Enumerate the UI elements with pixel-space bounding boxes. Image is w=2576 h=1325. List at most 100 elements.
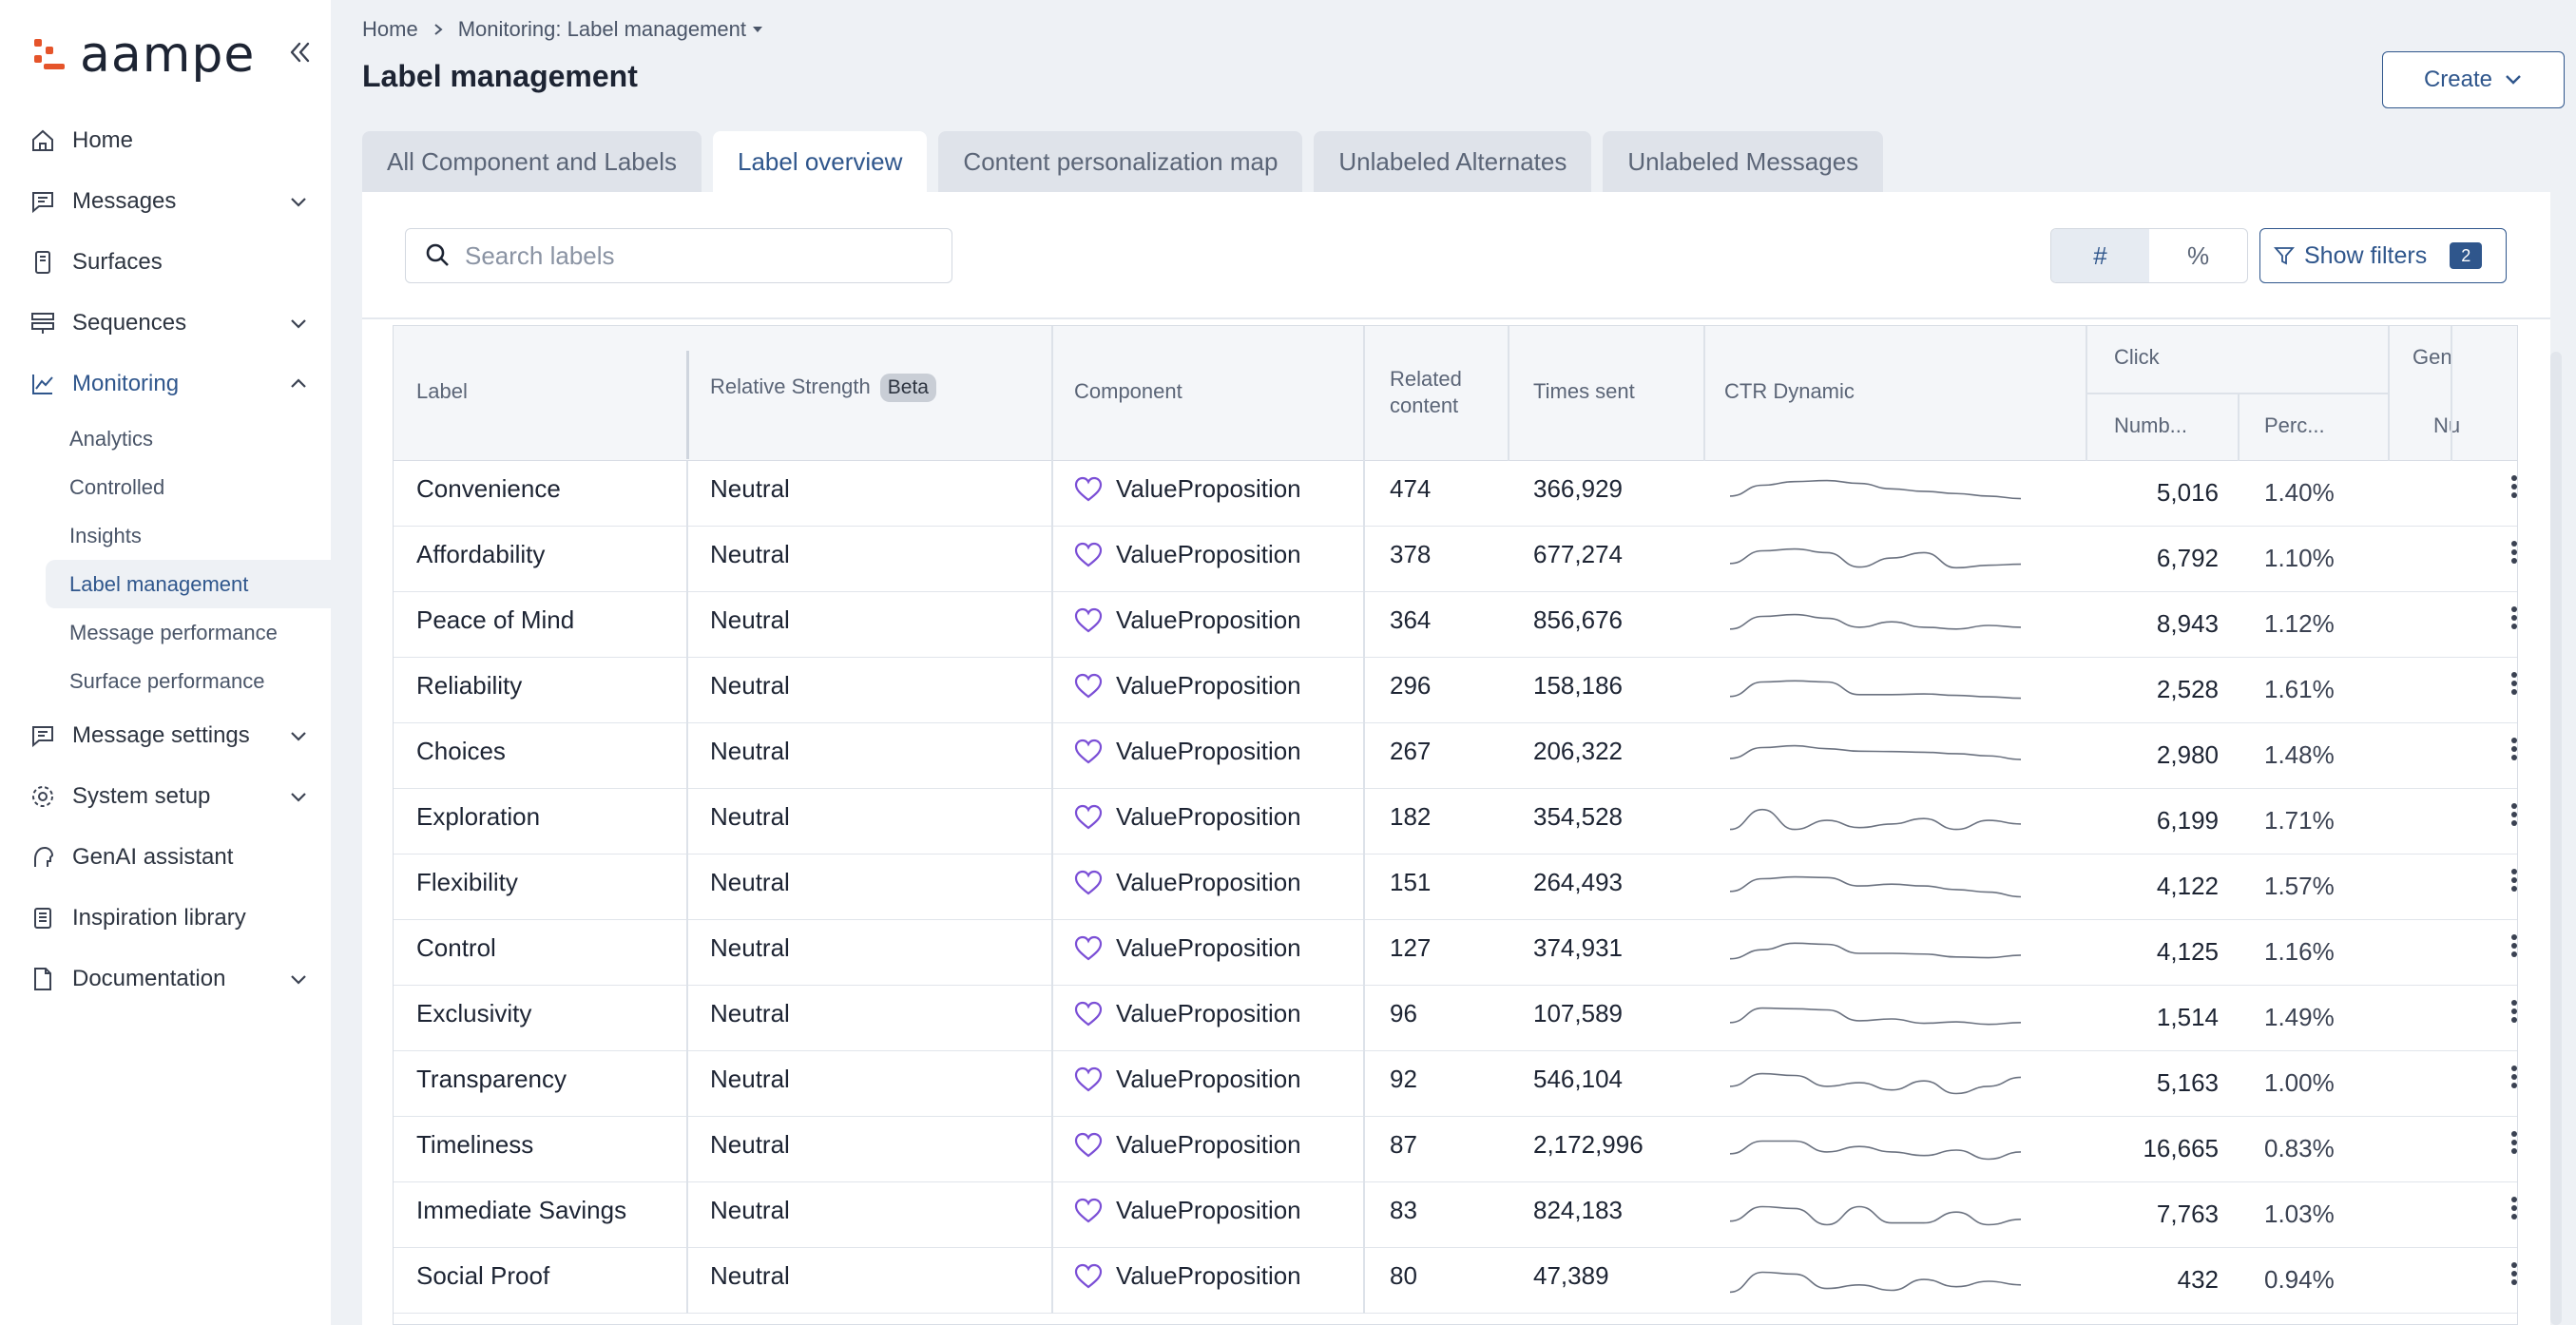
cell-label[interactable]: Immediate Savings bbox=[416, 1196, 627, 1224]
sidebar-item-sequences[interactable]: Sequences bbox=[0, 293, 331, 354]
chevron-down-icon[interactable] bbox=[287, 724, 310, 747]
cell-component[interactable]: ValueProposition bbox=[1074, 671, 1301, 701]
show-filters-button[interactable]: Show filters 2 bbox=[2259, 228, 2507, 283]
table-row[interactable]: Convenience Neutral ValueProposition 474 366… bbox=[394, 461, 2517, 527]
header-label[interactable]: Label bbox=[416, 379, 468, 403]
cell-component[interactable]: ValueProposition bbox=[1074, 540, 1301, 569]
table-row[interactable]: Immediate Savings Neutral ValueProposition… bbox=[394, 1182, 2517, 1248]
page-scrollbar[interactable] bbox=[2550, 352, 2562, 1325]
header-click-percent[interactable]: Perc... bbox=[2264, 413, 2325, 437]
tab-all-component-and-labels[interactable]: All Component and Labels bbox=[362, 131, 702, 192]
cell-label[interactable]: Social Proof bbox=[416, 1261, 550, 1290]
collapse-sidebar-icon[interactable] bbox=[283, 36, 317, 70]
header-ctr-dynamic[interactable]: CTR Dynamic bbox=[1724, 379, 1855, 403]
sidebar-item-home[interactable]: Home bbox=[0, 110, 331, 171]
tab-unlabeled-messages[interactable]: Unlabeled Messages bbox=[1603, 131, 1884, 192]
sidebar-item-surfaces[interactable]: Surfaces bbox=[0, 232, 331, 293]
cell-label[interactable]: Timeliness bbox=[416, 1130, 534, 1159]
cell-component[interactable]: ValueProposition bbox=[1074, 868, 1301, 897]
header-related-content[interactable]: Related content bbox=[1390, 366, 1462, 419]
table-row[interactable]: Exploration Neutral ValueProposition 182 354… bbox=[394, 789, 2517, 855]
caret-down-icon[interactable] bbox=[752, 25, 763, 34]
row-actions-kebab-icon[interactable] bbox=[2509, 866, 2517, 900]
row-actions-kebab-icon[interactable] bbox=[2509, 604, 2517, 638]
table-row[interactable]: Choices Neutral ValueProposition 267 206,322… bbox=[394, 723, 2517, 789]
cell-component[interactable]: ValueProposition bbox=[1074, 605, 1301, 635]
cell-component[interactable]: ValueProposition bbox=[1074, 474, 1301, 504]
cell-label[interactable]: Transparency bbox=[416, 1065, 567, 1093]
sidebar-subitem-label-management[interactable]: Label management bbox=[46, 560, 331, 608]
create-button[interactable]: Create bbox=[2382, 51, 2565, 108]
sidebar-subitem-analytics[interactable]: Analytics bbox=[69, 426, 154, 451]
tab-content-personalization-map[interactable]: Content personalization map bbox=[938, 131, 1303, 192]
cell-label[interactable]: Convenience bbox=[416, 474, 561, 503]
row-actions-kebab-icon[interactable] bbox=[2509, 735, 2517, 769]
row-actions-kebab-icon[interactable] bbox=[2509, 1259, 2517, 1294]
cell-label[interactable]: Control bbox=[416, 933, 496, 962]
chevron-down-icon[interactable] bbox=[287, 968, 310, 990]
toggle-count[interactable]: # bbox=[2051, 229, 2149, 282]
chevron-down-icon[interactable] bbox=[287, 312, 310, 335]
table-row[interactable]: Reliability Neutral ValueProposition 296 158… bbox=[394, 658, 2517, 723]
table-row[interactable]: Social Proof Neutral ValueProposition 80 47,… bbox=[394, 1248, 2517, 1314]
sidebar-item-documentation[interactable]: Documentation bbox=[0, 949, 331, 1009]
header-times-sent[interactable]: Times sent bbox=[1533, 379, 1635, 403]
row-actions-kebab-icon[interactable] bbox=[2509, 1128, 2517, 1162]
header-relative-strength[interactable]: Relative Strength Beta bbox=[710, 374, 936, 402]
sidebar-item-system-setup[interactable]: System setup bbox=[0, 766, 331, 827]
cell-component[interactable]: ValueProposition bbox=[1074, 933, 1301, 963]
logo[interactable]: aampe bbox=[34, 27, 255, 84]
tab-label-overview[interactable]: Label overview bbox=[712, 131, 928, 192]
column-resize-handle[interactable] bbox=[686, 351, 689, 459]
row-actions-kebab-icon[interactable] bbox=[2509, 997, 2517, 1031]
row-actions-kebab-icon[interactable] bbox=[2509, 1063, 2517, 1097]
chevron-down-icon[interactable] bbox=[287, 785, 310, 808]
header-gen-number[interactable]: Nu bbox=[2433, 413, 2461, 437]
cell-label[interactable]: Exclusivity bbox=[416, 999, 532, 1027]
row-actions-kebab-icon[interactable] bbox=[2509, 800, 2517, 835]
sidebar-subitem-surface-performance[interactable]: Surface performance bbox=[69, 668, 265, 693]
header-click-number[interactable]: Numb... bbox=[2114, 413, 2188, 437]
sidebar-item-messages[interactable]: Messages bbox=[0, 171, 331, 232]
table-row[interactable]: Peace of Mind Neutral ValueProposition 364 8… bbox=[394, 592, 2517, 658]
cell-component[interactable]: ValueProposition bbox=[1074, 999, 1301, 1028]
row-actions-kebab-icon[interactable] bbox=[2509, 1194, 2517, 1228]
toggle-percent[interactable]: % bbox=[2186, 240, 2210, 270]
cell-label[interactable]: Choices bbox=[416, 737, 506, 765]
cell-component[interactable]: ValueProposition bbox=[1074, 1130, 1301, 1160]
tab-unlabeled-alternates[interactable]: Unlabeled Alternates bbox=[1314, 131, 1592, 192]
search-box[interactable] bbox=[405, 228, 952, 283]
sidebar-item-message-settings[interactable]: Message settings bbox=[0, 705, 331, 766]
search-input[interactable] bbox=[465, 240, 921, 271]
row-actions-kebab-icon[interactable] bbox=[2509, 472, 2517, 507]
sidebar-subitem-message-performance[interactable]: Message performance bbox=[69, 620, 278, 644]
breadcrumb-home[interactable]: Home bbox=[362, 17, 418, 41]
chevron-up-icon[interactable] bbox=[287, 373, 310, 395]
sidebar-subitem-insights[interactable]: Insights bbox=[69, 523, 142, 547]
cell-label[interactable]: Affordability bbox=[416, 540, 546, 568]
cell-component[interactable]: ValueProposition bbox=[1074, 1065, 1301, 1094]
cell-component[interactable]: ValueProposition bbox=[1074, 737, 1301, 766]
cell-label[interactable]: Peace of Mind bbox=[416, 605, 575, 634]
cell-component[interactable]: ValueProposition bbox=[1074, 802, 1301, 832]
cell-label[interactable]: Exploration bbox=[416, 802, 541, 831]
table-row[interactable]: Timeliness Neutral ValueProposition 87 2,172… bbox=[394, 1117, 2517, 1182]
chevron-down-icon[interactable] bbox=[287, 190, 310, 213]
header-component[interactable]: Component bbox=[1074, 379, 1182, 403]
sidebar-item-genai-assistant[interactable]: GenAI assistant bbox=[0, 827, 331, 888]
breadcrumb-current[interactable]: Monitoring: Label management bbox=[457, 17, 746, 41]
table-row[interactable]: Transparency Neutral ValueProposition 92 546… bbox=[394, 1051, 2517, 1117]
sidebar-subitem-controlled[interactable]: Controlled bbox=[69, 474, 165, 499]
row-actions-kebab-icon[interactable] bbox=[2509, 538, 2517, 572]
table-row[interactable]: Control Neutral ValueProposition 127 374,931… bbox=[394, 920, 2517, 986]
cell-component[interactable]: ValueProposition bbox=[1074, 1196, 1301, 1225]
cell-component[interactable]: ValueProposition bbox=[1074, 1261, 1301, 1291]
table-row[interactable]: Flexibility Neutral ValueProposition 151 264… bbox=[394, 855, 2517, 920]
cell-label[interactable]: Reliability bbox=[416, 671, 523, 700]
sidebar-item-inspiration-library[interactable]: Inspiration library bbox=[0, 888, 331, 949]
table-row[interactable]: Exclusivity Neutral ValueProposition 96 107,… bbox=[394, 986, 2517, 1051]
row-actions-kebab-icon[interactable] bbox=[2509, 931, 2517, 966]
table-row[interactable]: Affordability Neutral ValueProposition 378 6… bbox=[394, 527, 2517, 592]
cell-label[interactable]: Flexibility bbox=[416, 868, 518, 896]
row-actions-kebab-icon[interactable] bbox=[2509, 669, 2517, 703]
